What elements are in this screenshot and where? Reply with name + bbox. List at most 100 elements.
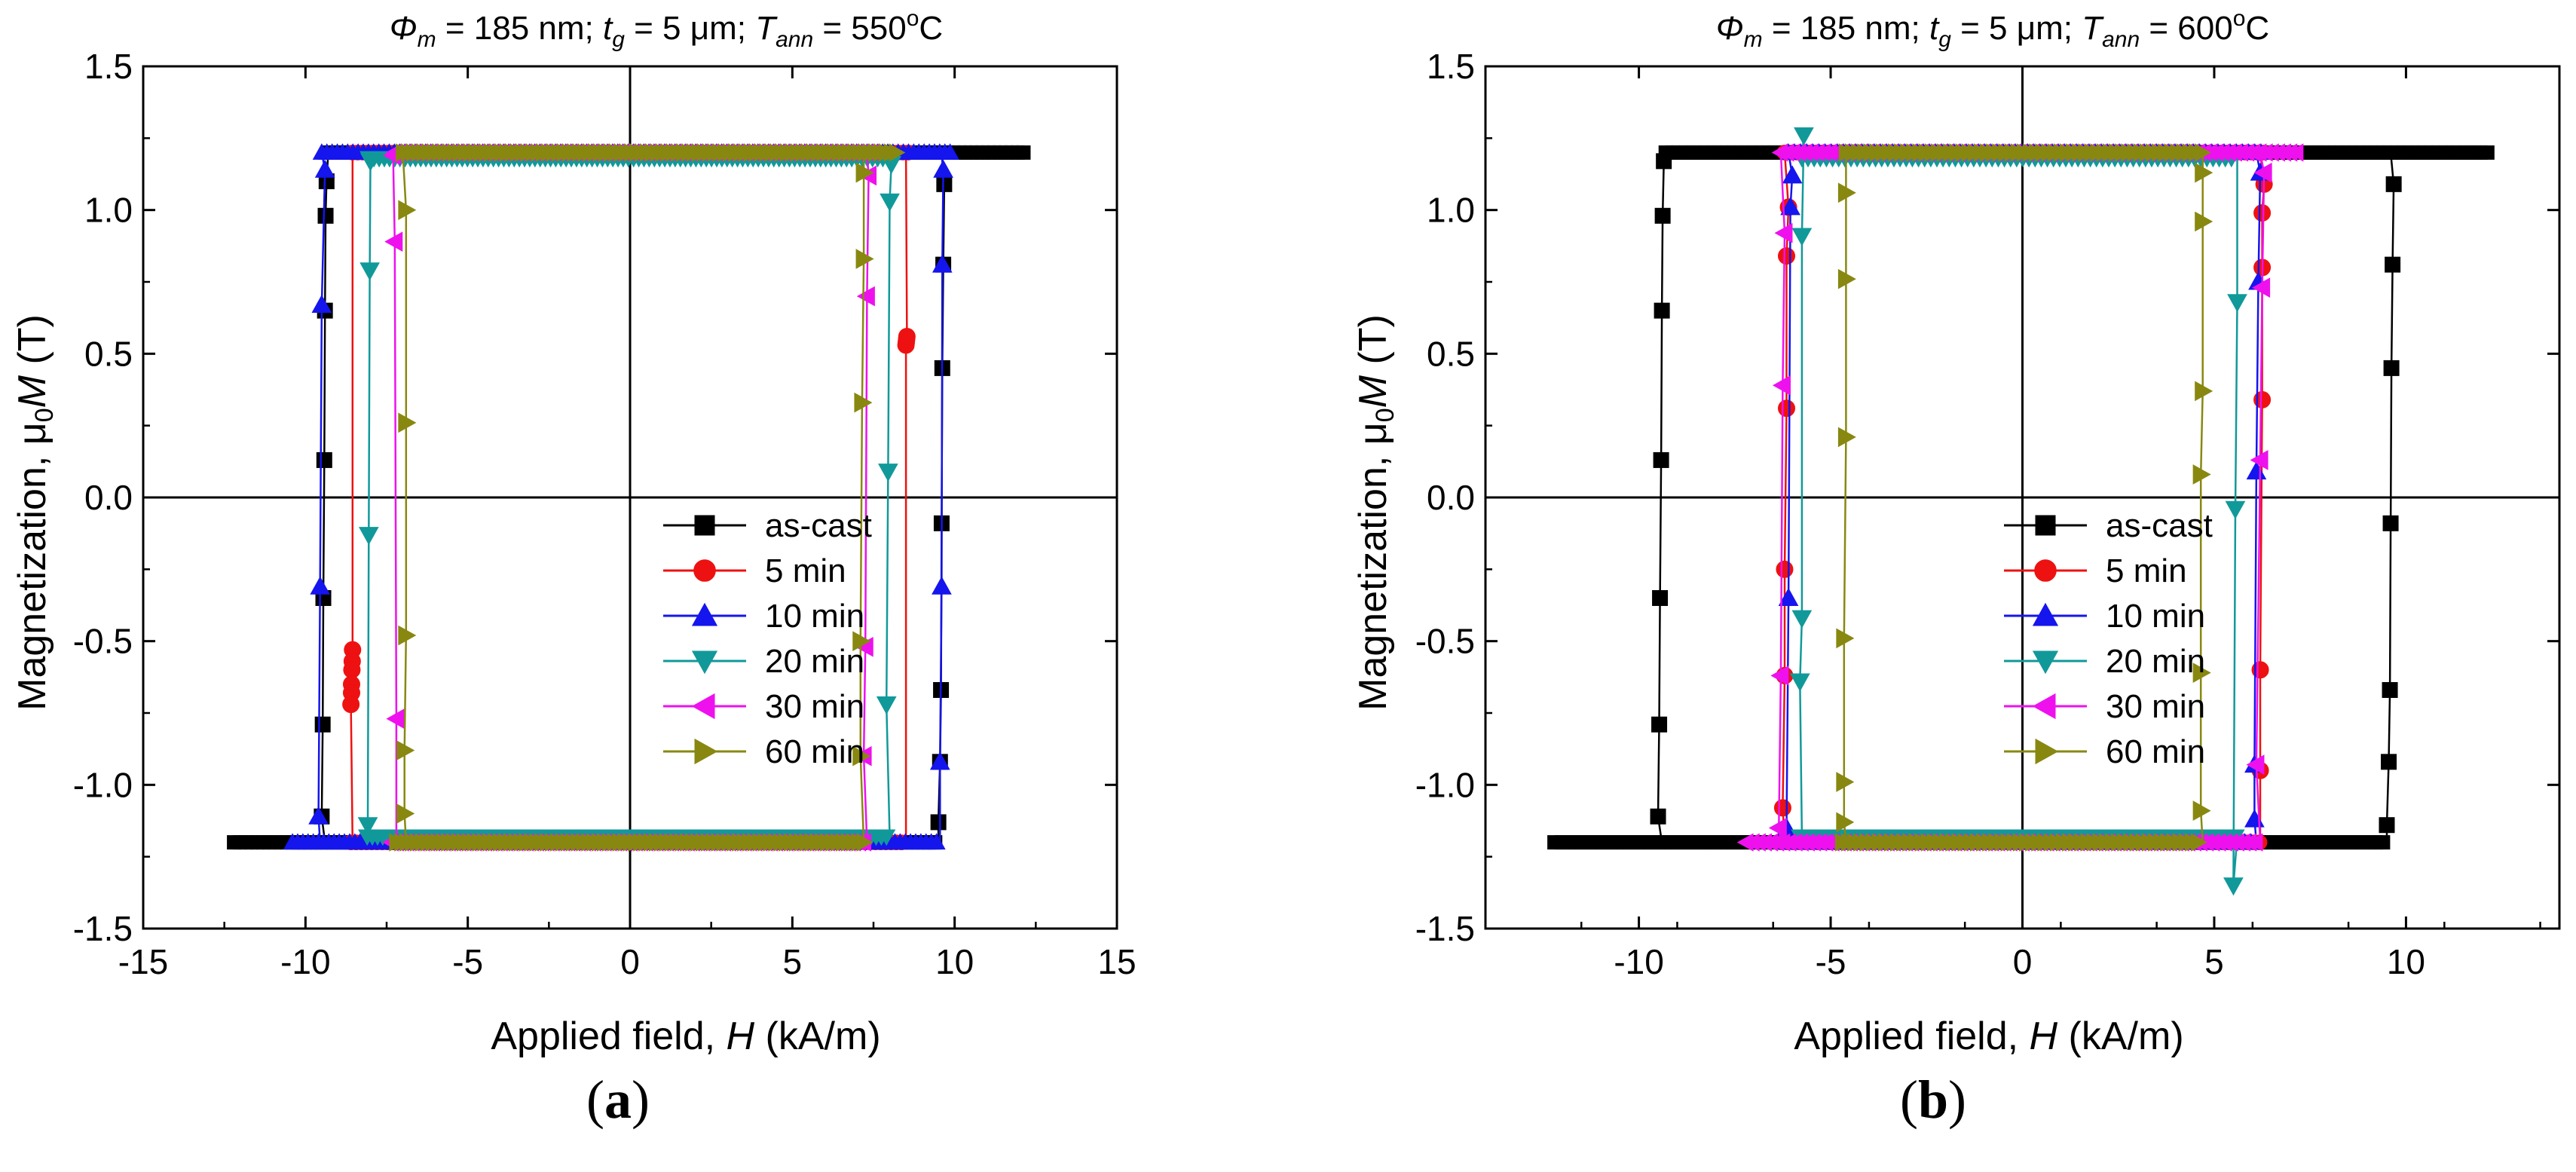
chart-b-point — [1836, 772, 1855, 792]
chart-a-ytick-label: -0.5 — [73, 622, 133, 661]
chart-a-point — [308, 806, 329, 825]
chart-b-point — [2251, 661, 2269, 679]
chart-a-legend-label: 10 min — [765, 598, 864, 635]
chart-a-point — [311, 294, 332, 314]
chart-b-point — [2480, 145, 2495, 160]
chart-a-point — [936, 176, 953, 192]
chart-a-point — [877, 829, 896, 846]
chart-b-point — [2191, 833, 2207, 852]
chart-b-legend-label: as-cast — [2106, 507, 2213, 544]
chart-a-xtick-label: -15 — [118, 942, 168, 981]
chart-b-point — [1652, 589, 1669, 606]
chart-a-point — [898, 327, 916, 345]
chart-b-xtick-label: 0 — [2013, 942, 2033, 981]
chart-b-point — [2227, 294, 2247, 313]
chart-b-legend-marker — [2032, 693, 2056, 720]
chart-a-series-line — [292, 151, 955, 843]
chart-b-legend-label: 10 min — [2106, 598, 2205, 635]
chart-a-legend-label: 20 min — [765, 643, 864, 680]
chart-a-title: Φm = 185 nm; tg = 5 μm; Tann = 550oC — [390, 6, 943, 52]
chart-b-legend-label: 5 min — [2106, 552, 2187, 589]
chart-a-ytick-label: 1.5 — [84, 47, 133, 86]
chart-a-point — [880, 193, 900, 212]
chart-a-legend-marker — [691, 602, 718, 626]
chart-a-ytick-label: 0.5 — [84, 334, 133, 373]
chart-a-legend-marker — [691, 693, 715, 720]
chart-b-point — [1778, 399, 1796, 418]
chart-b-point — [2246, 754, 2265, 775]
chart-b-point — [2385, 256, 2401, 273]
panel-a-label: (a) — [586, 1069, 650, 1130]
chart-a-point — [889, 143, 906, 162]
chart-a-point — [398, 200, 417, 221]
chart-a-point — [856, 286, 875, 307]
chart-a-point — [876, 696, 897, 715]
chart-a-svg: Φm = 185 nm; tg = 5 μm; Tann = 550oC -15… — [11, 6, 1137, 1058]
chart-b-legend: as-cast 5 min 10 min 20 min 30 min 60 min — [2004, 507, 2213, 770]
chart-a-point — [852, 745, 871, 767]
chart-a-ytick-label: 0.0 — [84, 478, 133, 517]
chart-b-xtick-label: 10 — [2387, 942, 2425, 981]
chart-b-ytick-label: -1.0 — [1415, 765, 1475, 804]
chart-b-series-line — [1746, 151, 2299, 843]
chart-b-ytick-label: 0.5 — [1427, 334, 1475, 373]
chart-b-point — [1772, 375, 1791, 396]
chart-a-legend-label: 30 min — [765, 688, 864, 725]
chart-a-xtick-label: -5 — [452, 942, 483, 981]
chart-b-ytick-label: -0.5 — [1415, 622, 1475, 661]
chart-b-point — [2246, 833, 2263, 852]
chart-a-ytick-label: -1.5 — [73, 909, 133, 948]
chart-b-series-60-min — [1834, 143, 2213, 852]
chart-b-xtick-label: -10 — [1614, 942, 1663, 981]
chart-b-point — [2376, 835, 2391, 850]
chart-b-point — [2192, 464, 2211, 485]
chart-a-point — [398, 625, 417, 646]
chart-a-point — [854, 392, 873, 413]
chart-b-legend-marker — [2035, 515, 2056, 536]
chart-b-point — [1656, 153, 1672, 170]
chart-b-point — [2250, 450, 2269, 470]
chart-a-point — [933, 159, 953, 178]
chart-b-point — [1791, 610, 1813, 629]
chart-b-legend-label: 60 min — [2106, 733, 2205, 770]
chart-a-point — [358, 527, 379, 546]
chart-a-legend-marker — [691, 650, 718, 675]
chart-a-ytick-label: -1.0 — [73, 765, 133, 804]
chart-b-point — [2223, 877, 2244, 896]
chart-b-legend-label: 20 min — [2106, 643, 2205, 680]
chart-b-point — [1776, 560, 1794, 578]
chart-a-point — [855, 249, 874, 269]
chart-b-point — [1837, 427, 1856, 448]
chart-a-point — [932, 576, 952, 595]
chart-b-svg: Φm = 185 nm; tg = 5 μm; Tann = 600oC -10… — [1351, 6, 2561, 1058]
chart-b-point — [1836, 812, 1855, 833]
chart-b-xtick-label: -5 — [1816, 942, 1846, 981]
chart-b-point — [2253, 162, 2272, 183]
chart-a-point — [927, 833, 946, 850]
chart-b-point — [2385, 176, 2402, 192]
chart-a-series-line — [396, 151, 900, 843]
chart-a-point — [856, 833, 873, 852]
chart-b-point — [2253, 203, 2272, 222]
chart-b-point — [2195, 143, 2211, 162]
chart-a-point — [852, 631, 871, 652]
panel-b: Φm = 185 nm; tg = 5 μm; Tann = 600oC -10… — [1288, 0, 2576, 1172]
chart-b-xlabel: Applied field, H (kA/m) — [1794, 1014, 2183, 1058]
chart-b-point — [1653, 451, 1669, 468]
chart-b-point — [1774, 222, 1793, 243]
chart-a-point — [941, 143, 959, 160]
chart-b-point — [2382, 515, 2399, 531]
chart-a-point — [396, 740, 415, 760]
chart-b-ytick-label: 1.5 — [1427, 47, 1475, 86]
chart-a-point — [398, 412, 417, 433]
panel-a: Φm = 185 nm; tg = 5 μm; Tann = 550oC -15… — [11, 6, 1137, 1130]
chart-b-point — [1791, 228, 1813, 246]
chart-b-series-line — [1554, 151, 2491, 843]
chart-b-point — [2287, 143, 2304, 162]
chart-a-point — [342, 696, 360, 714]
chart-a-point — [386, 708, 405, 729]
chart-a-legend-marker — [694, 515, 715, 536]
panel-b-label: (b) — [1899, 1069, 1966, 1130]
chart-b-point — [2195, 381, 2213, 402]
chart-b-legend-marker — [2034, 559, 2057, 582]
